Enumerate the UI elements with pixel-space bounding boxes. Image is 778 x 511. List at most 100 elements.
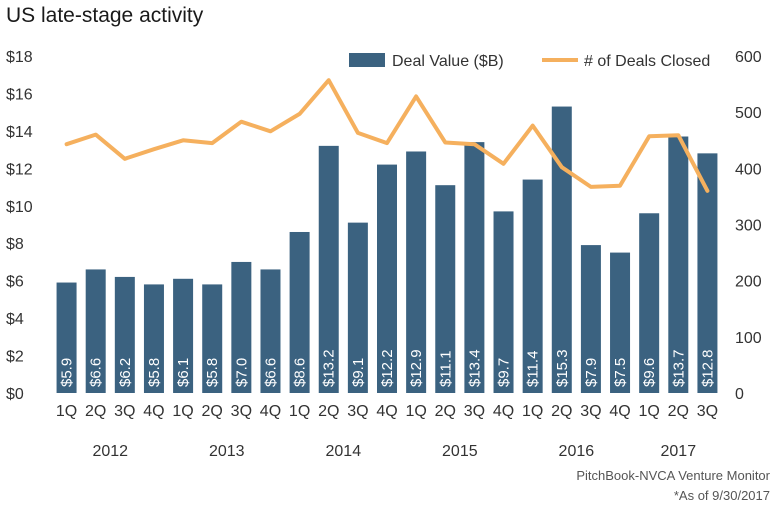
x-axis-tick-label: 2Q xyxy=(435,403,456,420)
x-axis-tick-label: 2Q xyxy=(318,403,339,420)
left-axis-tick-label: $10 xyxy=(6,199,33,216)
x-axis-tick-label: 2Q xyxy=(202,403,223,420)
deals-point xyxy=(210,141,214,145)
bar-value-label: $6.2 xyxy=(117,358,134,387)
x-axis-tick-label: 1Q xyxy=(56,403,77,420)
bar xyxy=(260,269,281,393)
bar xyxy=(522,179,543,393)
deals-point xyxy=(152,147,156,151)
x-axis-tick-label: 3Q xyxy=(231,403,252,420)
legend-swatch-deal-value xyxy=(349,53,385,67)
bar-value-label: $6.6 xyxy=(88,358,105,387)
left-axis-tick-label: $18 xyxy=(6,49,33,66)
bar-value-label: $8.6 xyxy=(292,358,309,387)
bar xyxy=(173,278,194,393)
legend-label-deals-closed: # of Deals Closed xyxy=(584,53,710,70)
bar-value-label: $7.9 xyxy=(583,358,600,387)
bar-value-label: $9.7 xyxy=(496,358,513,387)
bar xyxy=(231,261,252,393)
x-axis-tick-label: 2Q xyxy=(668,403,689,420)
x-axis-tick-label: 3Q xyxy=(114,403,135,420)
deals-point xyxy=(443,140,447,144)
bar xyxy=(289,231,310,393)
bar xyxy=(435,185,456,393)
x-axis-year-label: 2015 xyxy=(442,443,478,460)
right-axis-tick-label: 300 xyxy=(735,218,762,235)
x-axis-tick-label: 3Q xyxy=(580,403,601,420)
bar xyxy=(464,142,485,393)
deals-point xyxy=(560,165,564,169)
x-axis-tick-label: 4Q xyxy=(260,403,281,420)
deals-point xyxy=(414,94,418,98)
bar-value-label: $11.1 xyxy=(437,351,454,387)
right-axis-tick-label: 600 xyxy=(735,49,762,66)
deals-point xyxy=(327,78,331,82)
deals-point xyxy=(647,134,651,138)
x-axis-tick-label: 1Q xyxy=(522,403,543,420)
left-axis-tick-label: $12 xyxy=(6,161,33,178)
date-note: *As of 9/30/2017 xyxy=(673,488,770,503)
x-axis-tick-label: 4Q xyxy=(493,403,514,420)
x-axis-tick-label: 4Q xyxy=(609,403,630,420)
bar xyxy=(580,245,601,393)
x-axis-year-label: 2016 xyxy=(559,443,595,460)
bar xyxy=(639,213,660,393)
deals-point xyxy=(385,141,389,145)
x-axis-year-label: 2017 xyxy=(661,443,697,460)
x-axis-tick-label: 1Q xyxy=(639,403,660,420)
deals-point xyxy=(531,124,535,128)
bar-value-label: $9.6 xyxy=(641,358,658,387)
deals-point xyxy=(676,133,680,137)
right-axis-tick-label: 200 xyxy=(735,274,762,291)
x-axis-year-label: 2013 xyxy=(209,443,245,460)
right-axis-tick-label: 500 xyxy=(735,105,762,122)
x-axis-tick-label: 3Q xyxy=(697,403,718,420)
right-axis-tick-label: 400 xyxy=(735,161,762,178)
bar-value-label: $13.4 xyxy=(466,349,483,387)
deals-point xyxy=(123,157,127,161)
deals-point xyxy=(65,142,69,146)
bar-value-label: $7.0 xyxy=(233,358,250,387)
bar-value-label: $5.9 xyxy=(59,358,76,387)
bar xyxy=(610,252,631,393)
deals-point xyxy=(472,142,476,146)
left-axis-tick-label: $4 xyxy=(6,311,24,328)
deals-point xyxy=(502,162,506,166)
bar-value-label: $12.2 xyxy=(379,349,396,387)
deals-point xyxy=(268,129,272,133)
left-axis-tick-label: $6 xyxy=(6,274,24,291)
bar-value-label: $13.7 xyxy=(670,349,687,387)
x-axis-tick-label: 2Q xyxy=(85,403,106,420)
bar-value-label: $15.3 xyxy=(554,349,571,387)
deals-point xyxy=(94,133,98,137)
x-axis-tick-label: 1Q xyxy=(172,403,193,420)
left-axis-tick-label: $16 xyxy=(6,86,33,103)
bar xyxy=(406,151,427,393)
source-note: PitchBook-NVCA Venture Monitor xyxy=(576,468,770,483)
bar-value-label: $6.6 xyxy=(262,358,279,387)
x-axis-tick-label: 2Q xyxy=(551,403,572,420)
bar xyxy=(668,136,689,393)
x-axis-year-label: 2012 xyxy=(92,443,128,460)
left-axis-tick-label: $14 xyxy=(6,124,33,141)
bar xyxy=(347,222,368,393)
x-axis-tick-label: 4Q xyxy=(143,403,164,420)
legend-label-deal-value: Deal Value ($B) xyxy=(392,53,504,70)
bar xyxy=(377,164,397,393)
bar xyxy=(697,153,718,393)
bar-value-label: $5.8 xyxy=(204,358,221,387)
bar xyxy=(85,269,106,393)
right-axis-tick-label: 100 xyxy=(735,330,762,347)
x-axis-tick-label: 1Q xyxy=(289,403,310,420)
x-axis-tick-label: 3Q xyxy=(347,403,368,420)
x-axis-tick-label: 1Q xyxy=(405,403,426,420)
bar xyxy=(202,284,223,393)
right-axis-tick-label: 0 xyxy=(735,386,744,403)
bar-value-label: $11.4 xyxy=(525,351,542,387)
bar xyxy=(56,282,77,393)
bar-value-label: $9.1 xyxy=(350,358,367,387)
bar xyxy=(551,106,572,394)
bar-value-label: $12.8 xyxy=(699,349,716,387)
